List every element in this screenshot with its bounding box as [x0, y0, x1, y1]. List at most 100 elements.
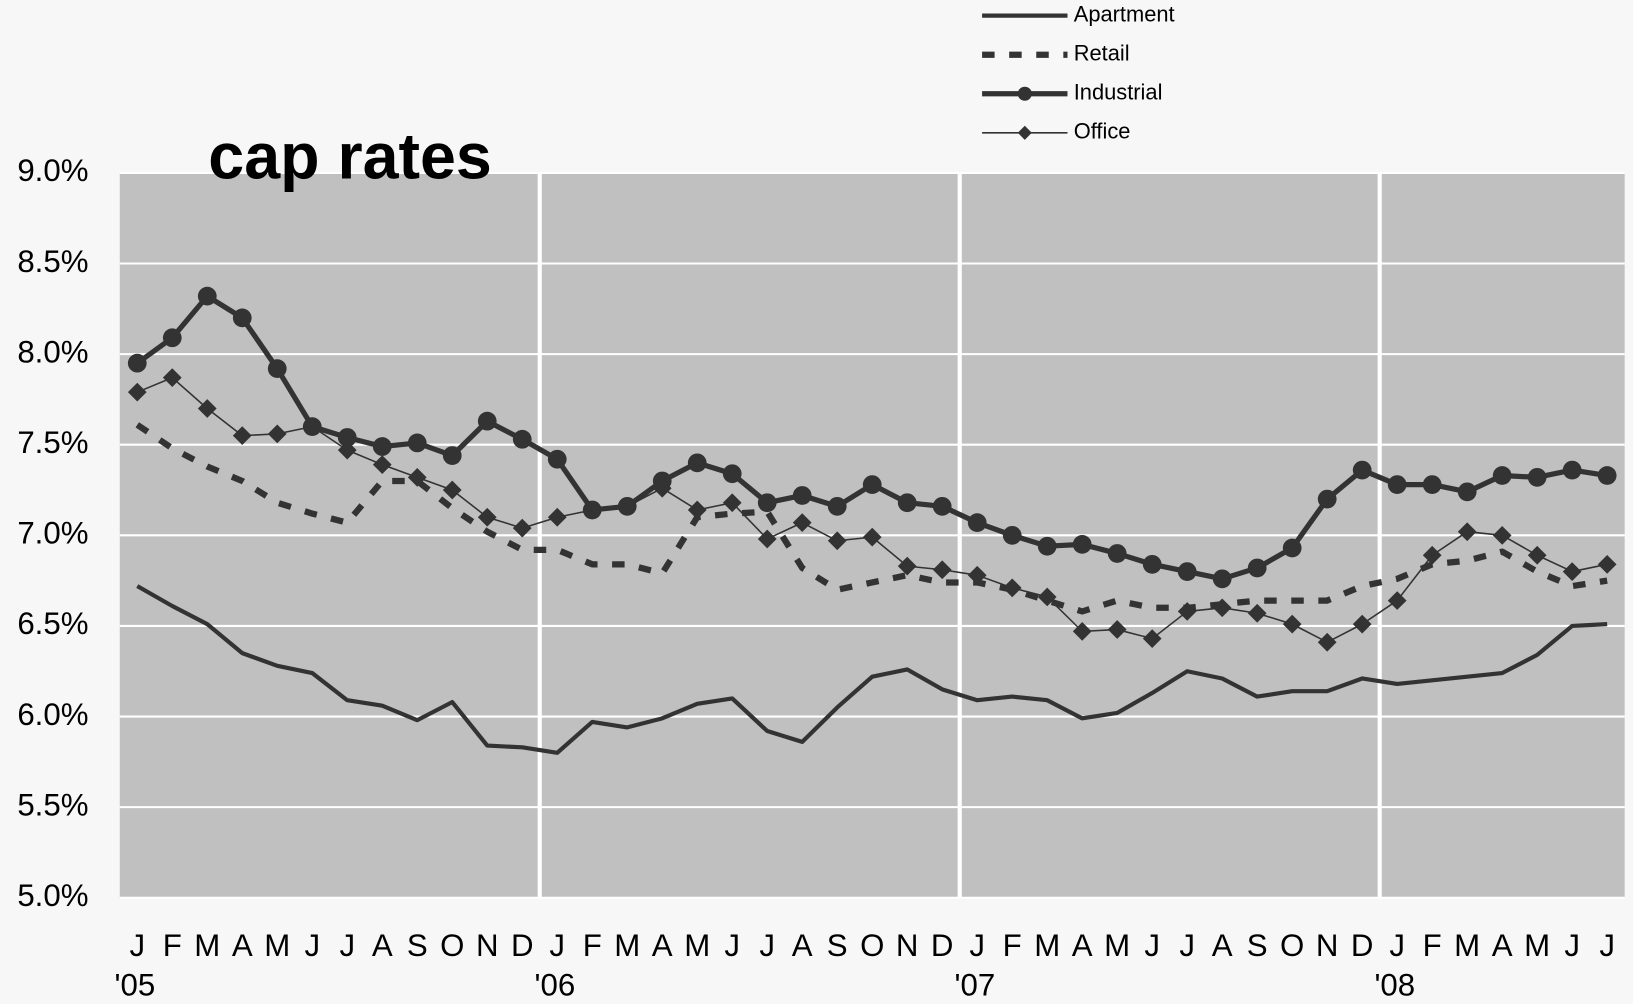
- legend-label: Retail: [1074, 40, 1130, 65]
- marker: [232, 308, 252, 328]
- marker: [442, 480, 462, 500]
- marker: [1562, 562, 1582, 581]
- marker: [827, 496, 847, 516]
- marker: [232, 426, 252, 446]
- marker: [792, 486, 812, 505]
- x-tick-label: M: [264, 928, 290, 963]
- marker: [1597, 466, 1617, 485]
- x-tick-label: J: [304, 928, 320, 963]
- marker: [197, 286, 217, 306]
- y-tick-label: 5.5%: [17, 787, 88, 822]
- y-tick-label: 8.0%: [17, 334, 88, 369]
- x-tick-label: J: [759, 928, 775, 963]
- marker: [897, 493, 917, 513]
- year-label: '07: [955, 968, 996, 1003]
- marker: [162, 368, 182, 388]
- x-tick-label: N: [476, 928, 499, 963]
- x-tick-label: S: [827, 928, 848, 963]
- marker: [162, 328, 182, 348]
- x-tick-label: A: [792, 928, 813, 963]
- marker: [127, 353, 147, 373]
- marker: [1282, 538, 1302, 558]
- x-tick-label: D: [1351, 928, 1374, 963]
- y-tick-label: 7.5%: [17, 425, 88, 460]
- x-tick-label: O: [860, 928, 884, 963]
- y-tick-label: 5.0%: [17, 878, 88, 913]
- marker: [267, 359, 287, 378]
- x-tick-label: M: [1524, 928, 1550, 963]
- marker: [337, 428, 357, 447]
- marker: [407, 467, 427, 487]
- x-tick-label: J: [339, 928, 355, 963]
- marker: [1527, 545, 1547, 565]
- y-tick-label: 7.0%: [17, 516, 88, 551]
- marker: [932, 560, 952, 580]
- x-tick-label: M: [1034, 928, 1060, 963]
- marker: [1387, 591, 1407, 610]
- marker: [547, 449, 567, 469]
- x-tick-label: M: [194, 928, 220, 963]
- marker: [1457, 522, 1477, 542]
- x-tick-label: A: [1492, 928, 1513, 963]
- marker: [1072, 621, 1092, 641]
- y-tick-label: 6.0%: [17, 697, 88, 732]
- grid: [119, 171, 1625, 899]
- x-tick-label: O: [1280, 928, 1304, 963]
- x-tick-label: N: [1316, 928, 1339, 963]
- x-tick-label: D: [931, 928, 954, 963]
- x-tick-label: J: [969, 928, 985, 963]
- x-tick-label: J: [549, 928, 565, 963]
- marker: [1352, 460, 1372, 480]
- x-tick-label: J: [129, 928, 145, 963]
- x-tick-label: J: [1564, 928, 1580, 963]
- marker: [1457, 482, 1477, 502]
- marker: [197, 399, 217, 418]
- x-tick-label: O: [440, 928, 464, 963]
- marker: [1037, 536, 1057, 556]
- marker: [617, 496, 637, 516]
- x-tick-label: A: [1072, 928, 1093, 963]
- marker: [862, 475, 882, 494]
- x-tick-label: S: [407, 928, 428, 963]
- x-tick-label: J: [1599, 928, 1615, 963]
- x-tick-label: F: [1423, 928, 1442, 963]
- marker: [687, 453, 707, 473]
- marker: [477, 411, 497, 431]
- marker: [1527, 467, 1547, 487]
- x-tick-label: N: [896, 928, 919, 963]
- year-label: '05: [115, 968, 156, 1003]
- marker: [1002, 525, 1022, 545]
- series-line: [136, 584, 1608, 755]
- marker: [1177, 562, 1197, 581]
- marker: [1247, 603, 1267, 623]
- year-label: '08: [1374, 968, 1415, 1003]
- marker: [547, 507, 567, 527]
- marker: [1212, 569, 1232, 589]
- marker: [1422, 475, 1442, 494]
- marker: [372, 455, 392, 475]
- marker: [512, 429, 532, 449]
- marker: [1597, 554, 1617, 574]
- marker: [1017, 125, 1032, 140]
- marker: [302, 417, 322, 436]
- marker: [1107, 544, 1127, 563]
- series-line: [135, 422, 1608, 615]
- x-tick-label: A: [232, 928, 253, 963]
- year-label: '06: [535, 968, 576, 1003]
- marker: [1422, 545, 1442, 565]
- marker: [932, 496, 952, 516]
- legend-label: Apartment: [1074, 1, 1175, 26]
- marker: [757, 493, 777, 513]
- marker: [687, 500, 707, 520]
- marker: [1387, 475, 1407, 494]
- marker: [1002, 578, 1022, 598]
- x-tick-label: J: [1389, 928, 1405, 963]
- legend: Apartment Retail Industrial Office: [982, 1, 1175, 144]
- marker: [267, 424, 287, 444]
- x-tick-label: D: [511, 928, 534, 963]
- marker: [1142, 554, 1162, 574]
- x-tick-label: J: [1179, 928, 1195, 963]
- x-tick-label: J: [1144, 928, 1160, 963]
